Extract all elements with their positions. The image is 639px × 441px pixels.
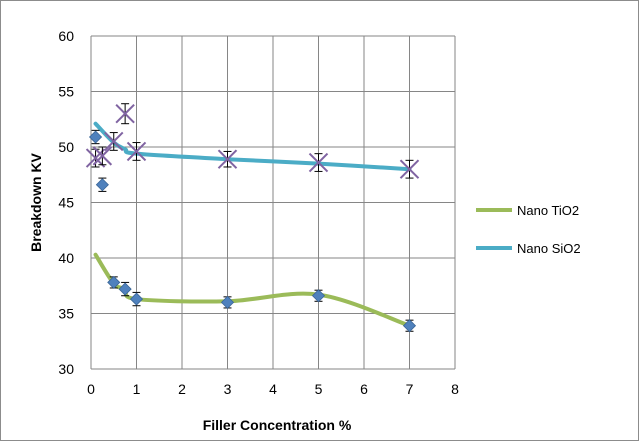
y-tick-label: 40 xyxy=(58,250,74,266)
x-marker xyxy=(104,131,124,152)
x-stroke xyxy=(85,148,106,168)
x-marker xyxy=(92,146,113,166)
series-markers xyxy=(85,103,420,333)
x-stroke xyxy=(115,103,135,124)
series-line xyxy=(93,252,412,328)
y-tick-label: 50 xyxy=(58,139,74,155)
legend-entry: Nano TiO2 xyxy=(476,203,579,218)
diamond-marker xyxy=(118,281,132,297)
diamond-shape xyxy=(402,319,417,333)
y-tick-label: 45 xyxy=(58,195,74,211)
diamond-shape xyxy=(311,289,326,303)
x-tick-label: 7 xyxy=(406,381,414,397)
x-stroke xyxy=(308,152,329,173)
diamond-marker xyxy=(88,129,103,145)
legend-label: Nano TiO2 xyxy=(517,203,579,218)
y-tick-label: 60 xyxy=(58,28,74,44)
legend-entry: Nano SiO2 xyxy=(476,241,581,256)
y-tick-label: 55 xyxy=(58,84,74,100)
y-tick-label: 35 xyxy=(58,306,74,322)
x-tick-label: 0 xyxy=(87,381,95,397)
grid-lines xyxy=(90,35,456,370)
x-marker xyxy=(399,159,420,179)
legend-label: Nano SiO2 xyxy=(517,241,581,256)
y-tick-label: 30 xyxy=(58,361,74,377)
x-stroke xyxy=(217,149,238,169)
x-tick-label: 8 xyxy=(451,381,459,397)
x-marker xyxy=(115,103,135,125)
diamond-marker xyxy=(311,289,326,303)
diamond-shape xyxy=(220,295,235,309)
x-stroke xyxy=(126,141,147,162)
diamond-shape xyxy=(88,130,103,144)
x-stroke xyxy=(92,146,113,166)
x-marker xyxy=(126,141,147,162)
series-curves xyxy=(93,121,412,328)
x-tick-label: 1 xyxy=(133,381,141,397)
diamond-marker xyxy=(220,295,235,309)
legend: Nano TiO2 Nano SiO2 xyxy=(476,203,581,256)
x-tick-label: 5 xyxy=(315,381,323,397)
x-axis-title: Filler Concentration % xyxy=(203,417,352,433)
diamond-shape xyxy=(107,275,121,289)
diamond-marker xyxy=(129,291,144,307)
diamond-marker xyxy=(107,275,121,289)
y-axis-title: Breakdown KV xyxy=(28,152,44,251)
x-stroke xyxy=(399,159,420,179)
x-tick-label: 2 xyxy=(178,381,186,397)
x-tick-label: 6 xyxy=(360,381,368,397)
x-tick-label: 4 xyxy=(269,381,277,397)
diamond-shape xyxy=(118,282,132,296)
diamond-marker xyxy=(95,177,109,192)
diamond-shape xyxy=(95,178,109,192)
diamond-shape xyxy=(129,292,144,306)
x-stroke xyxy=(104,131,124,152)
diamond-marker xyxy=(402,319,417,333)
x-marker xyxy=(308,152,329,173)
x-marker xyxy=(217,149,238,169)
x-tick-label: 3 xyxy=(224,381,232,397)
